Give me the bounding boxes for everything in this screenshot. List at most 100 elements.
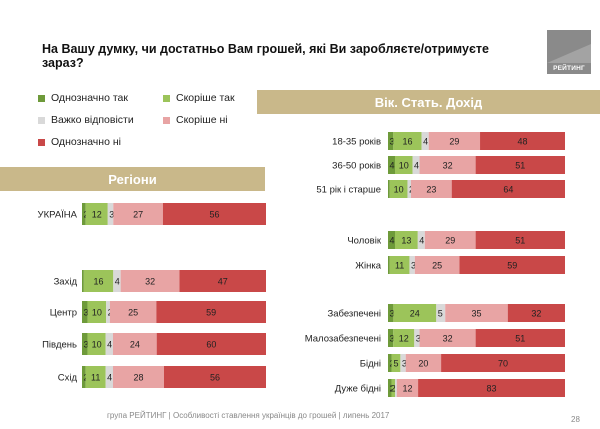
bar-segment xyxy=(85,203,108,225)
category-label: 51 рік і старше xyxy=(316,185,381,196)
data-label: 12 xyxy=(92,210,102,220)
data-label: 27 xyxy=(133,210,143,220)
data-label: 13 xyxy=(401,236,411,246)
data-label: 60 xyxy=(206,340,216,350)
bar-segment xyxy=(388,379,392,397)
legend-label: Однозначно ні xyxy=(51,136,121,148)
data-label: 28 xyxy=(133,373,143,383)
legend-swatch xyxy=(38,94,45,102)
bar-segment xyxy=(391,379,396,397)
bar-segment xyxy=(428,132,481,150)
page-number: 28 xyxy=(571,415,580,424)
bar-segment xyxy=(421,132,429,150)
demographics-banner: Вік. Стать. Дохід xyxy=(257,90,600,114)
data-label: 3 xyxy=(411,261,416,271)
bar-segment xyxy=(414,256,460,274)
category-label: Жінка xyxy=(355,261,381,272)
bar-segment xyxy=(441,354,565,372)
bar-segment xyxy=(418,379,565,397)
data-label: 25 xyxy=(432,261,442,271)
bar-segment xyxy=(395,156,413,174)
legend-item: Важко відповісти xyxy=(38,114,134,126)
bar-segment xyxy=(445,304,508,322)
legend-item: Скоріше так xyxy=(163,92,235,104)
data-label: 83 xyxy=(487,384,497,394)
data-label: 3 xyxy=(84,308,89,318)
bar-segment xyxy=(395,379,397,397)
bar-segment xyxy=(82,333,88,355)
bar-segment xyxy=(82,301,88,323)
bar-segment xyxy=(120,270,180,292)
bar-segment xyxy=(156,301,266,323)
logo-mark-icon xyxy=(547,30,591,63)
data-label: 4 xyxy=(419,236,424,246)
bar-segment xyxy=(82,203,86,225)
bar-segment xyxy=(112,366,164,388)
bar-segment xyxy=(389,180,408,198)
data-label: 4 xyxy=(115,277,120,287)
bar-segment xyxy=(163,366,266,388)
bar-segment xyxy=(405,354,442,372)
data-label: 10 xyxy=(92,308,102,318)
data-label: 3 xyxy=(390,309,395,319)
bar-segment xyxy=(391,354,401,372)
bar-segment xyxy=(507,304,565,322)
bar-segment xyxy=(388,180,390,198)
bar-segment xyxy=(388,132,394,150)
bar-segment xyxy=(388,231,396,249)
data-label: 3 xyxy=(390,334,395,344)
data-label: 64 xyxy=(503,185,513,195)
bar-segment xyxy=(107,203,114,225)
data-label: 20 xyxy=(418,359,428,369)
legend-swatch xyxy=(163,94,170,102)
bar-segment xyxy=(156,333,266,355)
bar-segment xyxy=(419,329,476,347)
category-label: Дуже бідні xyxy=(335,384,381,395)
bar-segment xyxy=(393,304,437,322)
legend-item: Однозначно так xyxy=(38,92,128,104)
legend-swatch xyxy=(38,138,45,146)
category-label: Південь xyxy=(42,340,77,351)
data-label: 10 xyxy=(399,161,409,171)
data-label: 32 xyxy=(531,309,541,319)
data-label: 4 xyxy=(107,373,112,383)
category-label: Чоловік xyxy=(347,236,381,247)
bar-segment xyxy=(112,333,157,355)
legend-item: Скоріше ні xyxy=(163,114,228,126)
data-label: 16 xyxy=(402,137,412,147)
data-label: 56 xyxy=(210,373,220,383)
bar-segment xyxy=(109,301,157,323)
bar-segment xyxy=(83,270,114,292)
footer-text: група РЕЙТИНГ | Особливості ставлення ук… xyxy=(107,411,390,420)
bar-segment xyxy=(105,366,113,388)
data-label: 51 xyxy=(515,236,525,246)
data-label: 11 xyxy=(91,373,100,383)
data-label: 5 xyxy=(393,359,398,369)
legend-item: Однозначно ні xyxy=(38,136,121,148)
bar-segment xyxy=(424,231,476,249)
regions-banner-label: Регіони xyxy=(108,171,157,187)
data-label: 24 xyxy=(130,340,140,350)
bar-segment xyxy=(417,231,425,249)
data-label: 5 xyxy=(438,309,443,319)
bar-segment xyxy=(389,256,410,274)
bar-segment xyxy=(393,132,422,150)
bar-segment xyxy=(407,180,412,198)
data-label: 32 xyxy=(145,277,155,287)
data-label: 56 xyxy=(209,210,219,220)
bar-segment xyxy=(82,270,84,292)
data-label: 4 xyxy=(390,161,395,171)
category-label: 36-50 років xyxy=(332,161,381,172)
bar-segment xyxy=(400,354,406,372)
data-label: 59 xyxy=(507,261,517,271)
category-label: Схід xyxy=(58,373,78,384)
data-label: 3 xyxy=(402,359,407,369)
bar-segment xyxy=(419,156,476,174)
data-label: 12 xyxy=(399,334,409,344)
data-label: 25 xyxy=(128,308,138,318)
legend-label: Важко відповісти xyxy=(51,114,134,126)
category-label: Захід xyxy=(54,277,78,288)
data-label: 35 xyxy=(471,309,481,319)
bar-segment xyxy=(451,180,565,198)
